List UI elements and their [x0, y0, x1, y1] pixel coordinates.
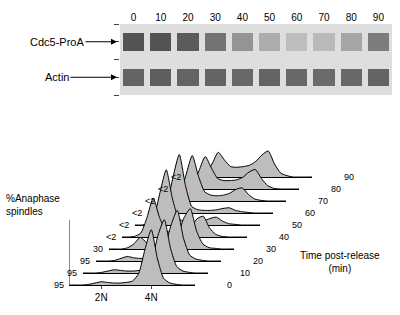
- svg-text:<2: <2: [106, 232, 116, 242]
- svg-text:4N: 4N: [145, 292, 158, 303]
- svg-text:60: 60: [291, 12, 303, 23]
- svg-text:Time post-release(min): Time post-release(min): [300, 250, 380, 274]
- svg-text:0: 0: [131, 12, 137, 23]
- svg-text:<2: <2: [132, 208, 142, 218]
- svg-text:10: 10: [240, 268, 250, 278]
- svg-text:50: 50: [264, 12, 276, 23]
- svg-text:30: 30: [210, 12, 222, 23]
- svg-text:2N: 2N: [95, 292, 108, 303]
- svg-text:10: 10: [155, 12, 167, 23]
- svg-text:Actin: Actin: [45, 71, 69, 83]
- svg-text:90: 90: [344, 172, 354, 182]
- svg-text:40: 40: [237, 12, 249, 23]
- svg-text:30: 30: [266, 244, 276, 254]
- svg-text:95: 95: [54, 280, 64, 290]
- svg-text:20: 20: [253, 256, 263, 266]
- svg-text:80: 80: [331, 184, 341, 194]
- svg-text:<2: <2: [145, 196, 155, 206]
- svg-text:<2: <2: [158, 184, 168, 194]
- svg-text:80: 80: [346, 12, 358, 23]
- svg-text:0: 0: [227, 280, 232, 290]
- svg-text:70: 70: [318, 12, 330, 23]
- svg-text:60: 60: [305, 208, 315, 218]
- svg-text:%Anaphasespindles: %Anaphasespindles: [6, 193, 60, 217]
- svg-text:50: 50: [292, 220, 302, 230]
- svg-text:95: 95: [80, 256, 90, 266]
- svg-text:95: 95: [67, 268, 77, 278]
- svg-text:40: 40: [279, 232, 289, 242]
- svg-text:70: 70: [318, 196, 328, 206]
- svg-text:<2: <2: [119, 220, 129, 230]
- svg-text:<2: <2: [171, 172, 181, 182]
- svg-text:20: 20: [182, 12, 194, 23]
- svg-text:90: 90: [373, 12, 385, 23]
- svg-text:30: 30: [93, 244, 103, 254]
- svg-text:Cdc5-ProA: Cdc5-ProA: [30, 36, 84, 48]
